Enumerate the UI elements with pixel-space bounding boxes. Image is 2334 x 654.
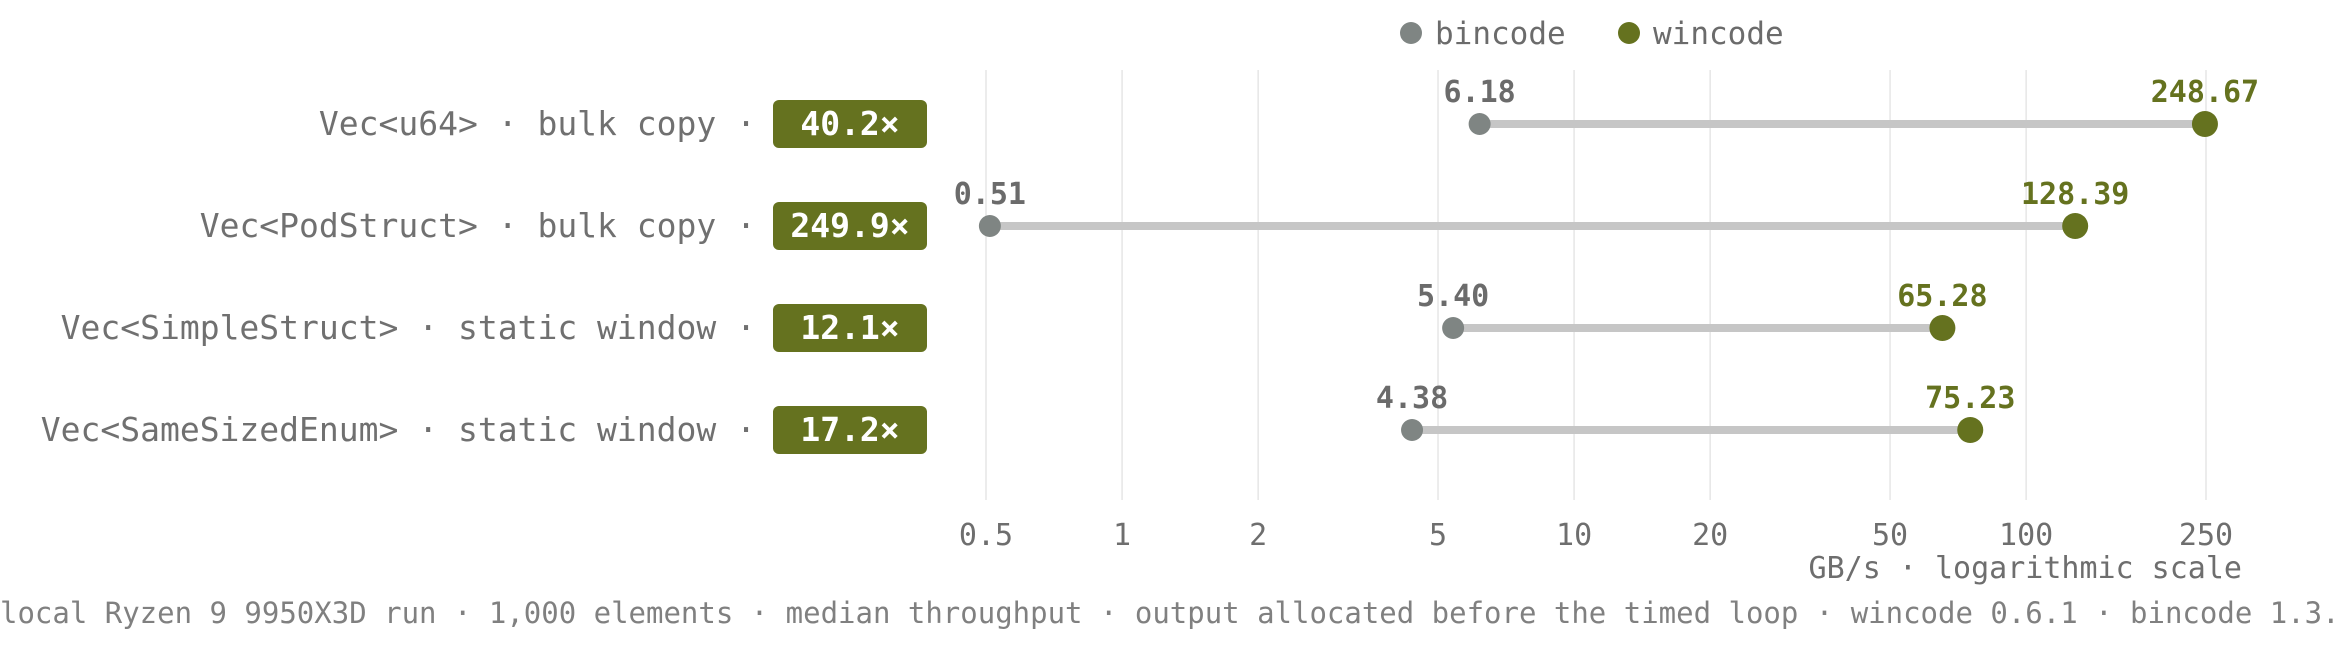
connector-lines xyxy=(985,120,2209,434)
category-label: Vec<u64> · bulk copy · xyxy=(319,104,756,143)
bincode-value-label: 0.51 xyxy=(954,177,1026,212)
bincode-point xyxy=(1442,317,1465,339)
bincode-legend-marker xyxy=(1400,22,1422,44)
speedup-badge xyxy=(773,406,927,454)
x-axis-ticks: 0.5 1 2 5 10 20 50 100 250 xyxy=(959,518,2233,553)
bincode-point xyxy=(1401,419,1424,441)
value-labels: 6.18 248.67 0.51 128.39 5.40 65.28 4.38 75.23 xyxy=(954,75,2259,416)
speedup-badge-label: 249.9× xyxy=(790,206,909,245)
speedup-badge-label: 12.1× xyxy=(800,308,899,347)
bincode-value-label: 4.38 xyxy=(1376,381,1448,416)
bincode-value-label: 6.18 xyxy=(1443,75,1515,110)
speedup-badge xyxy=(773,202,927,250)
x-tick-label: 100 xyxy=(1999,518,2053,553)
speedup-badges: 40.2× 249.9× 12.1× 17.2× xyxy=(773,100,927,454)
wincode-point xyxy=(1957,417,1984,443)
bincode-point xyxy=(1468,113,1491,135)
bincode-point xyxy=(978,215,1001,237)
wincode-value-label: 128.39 xyxy=(2021,177,2129,212)
x-tick-label: 5 xyxy=(1429,518,1447,553)
wincode-value-label: 65.28 xyxy=(1897,279,1987,314)
wincode-legend-marker xyxy=(1618,22,1640,44)
speedup-badge-label: 17.2× xyxy=(800,410,899,449)
grid-lines xyxy=(985,70,2207,500)
bincode-legend-label: bincode xyxy=(1435,16,1566,52)
wincode-value-label: 248.67 xyxy=(2151,75,2259,110)
legend[interactable]: bincode wincode xyxy=(1400,16,1784,52)
x-tick-label: 250 xyxy=(2179,518,2233,553)
wincode-point xyxy=(2191,111,2218,137)
x-tick-label: 0.5 xyxy=(959,518,1013,553)
speedup-badge xyxy=(773,304,927,352)
x-tick-label: 2 xyxy=(1249,518,1267,553)
footnote: local Ryzen 9 9950X3D run · 1,000 elemen… xyxy=(0,596,2334,630)
speedup-badge-label: 40.2× xyxy=(800,104,899,143)
category-label: Vec<SameSizedEnum> · static window · xyxy=(41,410,756,449)
x-tick-label: 20 xyxy=(1692,518,1728,553)
wincode-value-label: 75.23 xyxy=(1925,381,2015,416)
wincode-legend-label: wincode xyxy=(1653,16,1784,52)
category-labels: Vec<u64> · bulk copy · Vec<PodStruct> · b… xyxy=(41,104,756,449)
bincode-value-label: 5.40 xyxy=(1417,279,1489,314)
x-tick-label: 50 xyxy=(1872,518,1908,553)
data-points xyxy=(978,111,2218,443)
category-label: Vec<PodStruct> · bulk copy · xyxy=(200,206,756,245)
x-tick-label: 10 xyxy=(1556,518,1592,553)
wincode-point xyxy=(1929,315,1956,341)
wincode-point xyxy=(2062,213,2089,239)
speedup-badge xyxy=(773,100,927,148)
category-label: Vec<SimpleStruct> · static window · xyxy=(61,308,756,347)
x-axis-title: GB/s · logarithmic scale xyxy=(1809,551,2242,586)
x-tick-label: 1 xyxy=(1113,518,1131,553)
